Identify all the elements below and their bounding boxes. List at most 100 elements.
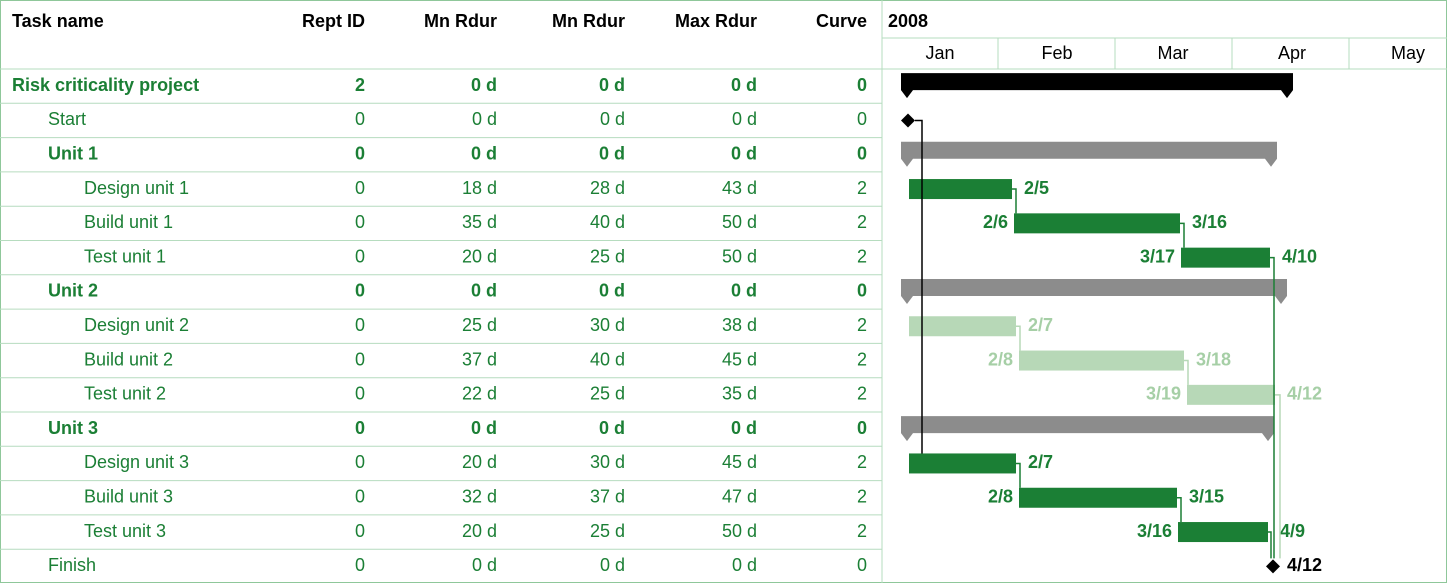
cell: 30 d [590,315,625,335]
cell: 35 d [462,212,497,232]
cell: 0 [857,281,867,301]
cell: 0 d [731,281,757,301]
cell: 0 [857,109,867,129]
end-date: 4/12 [1287,384,1322,404]
task-name: Risk criticality project [12,75,199,95]
cell: 2 [857,212,867,232]
cell: 2 [857,521,867,541]
cell: 25 d [590,246,625,266]
task-name: Test unit 2 [84,384,166,404]
cell: 0 d [600,555,625,575]
cell: 40 d [590,212,625,232]
cell: 0 d [599,144,625,164]
link-arrow [915,119,923,454]
cell: 0 [857,418,867,438]
summary-bar [901,73,1293,99]
end-date: 3/16 [1192,212,1227,232]
cell: 0 [857,75,867,95]
task-name: Unit 2 [48,281,98,301]
cell: 0 [355,281,365,301]
start-date: 2/8 [988,487,1013,507]
task-bar [909,316,1016,337]
end-date: 2/7 [1028,452,1053,472]
cell: 0 d [471,144,497,164]
cell: 20 d [462,521,497,541]
link-arrow [1177,497,1182,523]
task-name: Unit 3 [48,418,98,438]
cell: 30 d [590,452,625,472]
link-arrow [1275,394,1281,559]
link-arrow [1184,359,1189,385]
cell: 0 [355,487,365,507]
cell: 0 [355,144,365,164]
cell: 20 d [462,246,497,266]
cell: 0 [857,555,867,575]
cell: 43 d [722,178,757,198]
cell: 37 d [590,487,625,507]
task-name: Design unit 2 [84,315,189,335]
cell: 25 d [462,315,497,335]
task-name: Test unit 1 [84,246,166,266]
cell: 0 [355,315,365,335]
start-date: 3/16 [1137,521,1172,541]
cell: 22 d [462,384,497,404]
link-arrow [1012,188,1017,214]
cell: 0 [857,144,867,164]
cell: 18 d [462,178,497,198]
cell: 2 [857,452,867,472]
task-name: Build unit 1 [84,212,173,232]
month-label: Apr [1278,43,1306,63]
cell: 45 d [722,349,757,369]
cell: 0 [355,521,365,541]
cell: 0 d [599,418,625,438]
column-header: Max Rdur [675,11,757,31]
cell: 0 [355,246,365,266]
task-name: Unit 1 [48,144,98,164]
cell: 45 d [722,452,757,472]
cell: 0 d [472,555,497,575]
cell: 0 d [731,418,757,438]
end-date: 4/9 [1280,521,1305,541]
cell: 50 d [722,246,757,266]
cell: 0 d [732,555,757,575]
cell: 0 d [599,281,625,301]
task-bar [1019,487,1177,508]
link-arrow [1270,256,1275,559]
cell: 20 d [462,452,497,472]
task-name: Start [48,109,86,129]
cell: 0 d [471,75,497,95]
task-name: Test unit 3 [84,521,166,541]
column-header: Mn Rdur [552,11,625,31]
cell: 2 [857,246,867,266]
milestone [1266,559,1280,574]
cell: 50 d [722,212,757,232]
cell: 0 d [600,109,625,129]
task-name: Finish [48,555,96,575]
link-arrow [1268,531,1272,559]
summary-bar [901,141,1277,167]
task-name: Design unit 3 [84,452,189,472]
month-label: Feb [1041,43,1072,63]
cell: 0 [355,384,365,404]
cell: 0 d [732,109,757,129]
cell: 2 [857,487,867,507]
cell: 50 d [722,521,757,541]
cell: 2 [857,315,867,335]
month-label: Jan [925,43,954,63]
task-bar [1178,522,1268,543]
link-arrow [1180,222,1185,248]
cell: 0 d [472,109,497,129]
end-date: 4/10 [1282,246,1317,266]
column-header: Curve [816,11,867,31]
end-date: 4/12 [1287,555,1322,575]
milestone [901,113,915,128]
start-date: 2/8 [988,349,1013,369]
cell: 40 d [590,349,625,369]
cell: 25 d [590,384,625,404]
month-label: May [1391,43,1425,63]
cell: 38 d [722,315,757,335]
task-bar [1014,213,1180,234]
summary-bar [901,416,1274,442]
link-arrow [1016,325,1021,351]
